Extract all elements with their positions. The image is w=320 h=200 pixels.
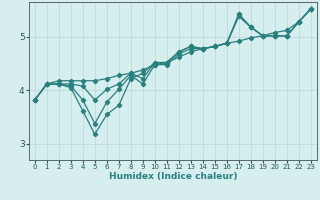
X-axis label: Humidex (Indice chaleur): Humidex (Indice chaleur) xyxy=(108,172,237,181)
